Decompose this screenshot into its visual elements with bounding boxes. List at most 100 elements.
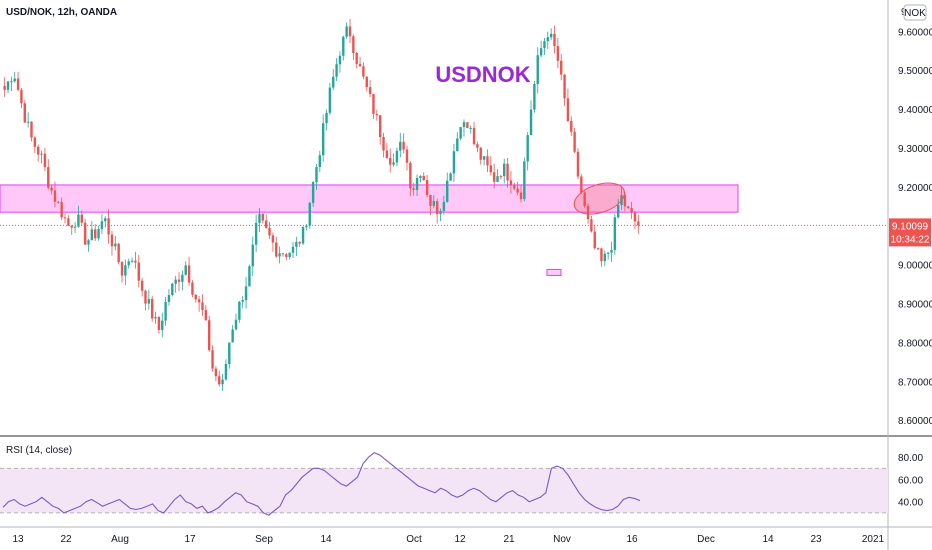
candle-body <box>291 246 295 253</box>
candle-body <box>43 153 47 168</box>
candle-body <box>285 254 288 257</box>
candle-body <box>399 141 402 151</box>
candle-body <box>405 149 409 163</box>
time-tick-label: 14 <box>762 534 774 545</box>
candle-body <box>610 249 613 253</box>
candle-body <box>583 192 586 207</box>
candle-body <box>375 114 379 116</box>
candle-body <box>228 342 231 364</box>
candle-body <box>261 213 265 221</box>
candle-body <box>211 350 214 369</box>
candle-body <box>348 26 352 37</box>
candle-body <box>3 85 6 90</box>
candle-body <box>385 150 389 158</box>
candle-body <box>633 212 637 222</box>
candle-body <box>476 144 479 148</box>
candle-body <box>409 162 412 189</box>
candle-body <box>338 55 342 65</box>
candle-body <box>275 242 278 257</box>
candle-body <box>241 300 244 302</box>
candle-body <box>114 243 117 247</box>
candle-body <box>194 294 197 300</box>
currency-badge-box[interactable] <box>903 4 927 21</box>
candle-body <box>134 260 137 263</box>
candle-body <box>120 262 124 276</box>
candle-body <box>543 41 546 49</box>
rsi-tick-label: 60.00 <box>898 475 923 486</box>
candle-body <box>140 280 144 291</box>
candle-body <box>80 214 83 223</box>
candle-body <box>231 329 234 343</box>
candle-body <box>258 213 261 223</box>
candle-body <box>556 46 560 61</box>
candle-body <box>298 241 301 244</box>
candle-body <box>389 157 392 165</box>
candle-body <box>603 253 607 262</box>
candle-body <box>499 176 503 178</box>
candle-body <box>368 87 372 94</box>
candle-body <box>57 201 60 203</box>
candle-body <box>308 202 311 226</box>
price-axis[interactable]: 9.60000 9.50000 9.40000 9.30000 9.20000 9.000… <box>898 27 932 427</box>
candle-body <box>6 81 10 90</box>
candle-body <box>60 202 63 218</box>
candle-body <box>50 187 53 191</box>
time-tick-label: 14 <box>320 534 332 545</box>
candle-body <box>40 153 43 155</box>
candle-body <box>201 302 204 311</box>
candle-body <box>523 161 526 200</box>
rsi-tick-label: 40.00 <box>898 498 923 509</box>
candle-body <box>378 115 382 138</box>
candle-body <box>321 123 325 156</box>
currency-badge[interactable]: NOK <box>904 8 926 19</box>
symbol-legend[interactable]: USD/NOK, 12h, OANDA <box>6 7 117 18</box>
candle-body <box>181 274 184 282</box>
rsi-line <box>2 452 641 516</box>
candle-body <box>449 173 452 181</box>
candle-body <box>13 78 16 82</box>
candle-body <box>174 279 177 284</box>
time-tick-label: Aug <box>111 534 129 545</box>
candle-body <box>446 180 449 202</box>
candle-body <box>479 147 482 160</box>
price-tick-label: 9.20000 <box>898 183 932 194</box>
time-tick-label: 16 <box>626 534 638 545</box>
candle-body <box>100 221 104 230</box>
candle-body <box>278 253 281 257</box>
candle-body <box>207 320 211 351</box>
candle-body <box>295 241 298 247</box>
rsi-axis[interactable]: 80.00 60.00 40.00 <box>898 453 923 509</box>
candle-body <box>204 310 208 321</box>
candle-body <box>536 55 539 85</box>
candle-body <box>301 227 305 244</box>
candle-body <box>496 176 499 182</box>
candle-body <box>197 299 201 303</box>
candle-body <box>10 81 13 83</box>
candle-body <box>70 225 73 228</box>
candle-body <box>83 222 87 245</box>
candle-body <box>566 98 570 121</box>
candle-body <box>218 376 221 385</box>
rsi-legend[interactable]: RSI (14, close) <box>6 445 72 456</box>
candle-body <box>573 131 576 152</box>
candle-body <box>469 127 472 129</box>
time-tick-label: Oct <box>406 534 422 545</box>
candle-body <box>419 175 422 178</box>
candle-body <box>526 135 529 162</box>
candle-body <box>365 76 368 88</box>
time-tick-label: 2021 <box>862 534 885 545</box>
candle-body <box>137 262 140 281</box>
time-tick-label: Sep <box>255 534 273 545</box>
candle-body <box>191 282 194 295</box>
price-tick-label: 9.40000 <box>898 105 932 116</box>
candle-body <box>509 180 513 185</box>
candle-body <box>422 175 425 181</box>
candle-body <box>177 279 181 282</box>
time-axis[interactable]: 13 22 Aug 17 Sep 14 Oct 12 21 Nov 16 Dec 14 23 2021 <box>12 534 884 545</box>
candle-body <box>271 235 275 243</box>
price-panel[interactable] <box>0 0 888 436</box>
candle-body <box>315 167 318 183</box>
candle-body <box>328 87 332 113</box>
